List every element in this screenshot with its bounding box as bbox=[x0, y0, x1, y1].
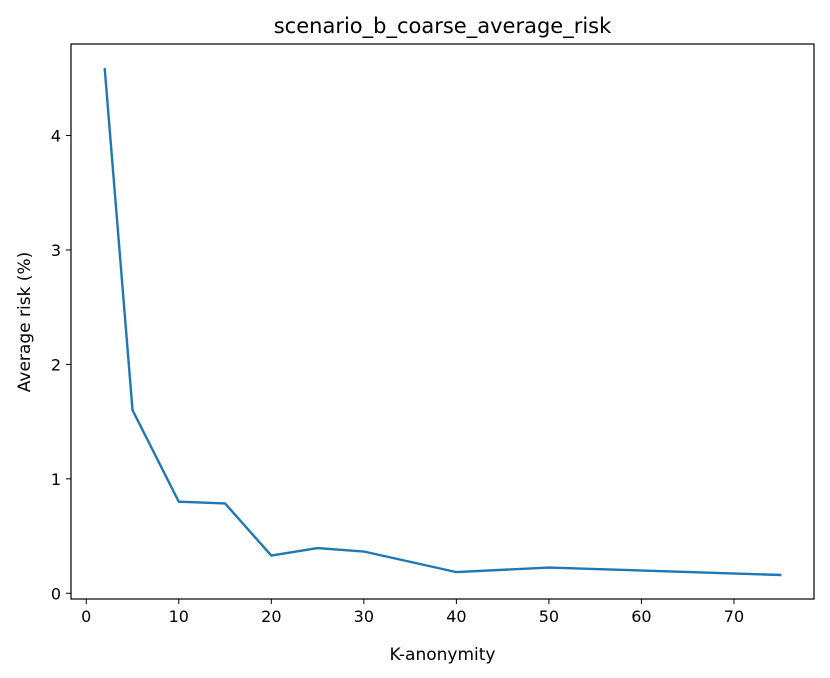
y-tick-label: 1 bbox=[51, 470, 61, 489]
x-axis: 0 10 20 30 40 50 60 70 bbox=[81, 599, 744, 626]
x-axis-label: K-anonymity bbox=[390, 645, 496, 665]
x-tick-label: 40 bbox=[446, 607, 466, 626]
chart-title: scenario_b_coarse_average_risk bbox=[274, 14, 612, 39]
x-tick-label: 10 bbox=[169, 607, 189, 626]
y-axis-label: Average risk (%) bbox=[15, 252, 35, 392]
y-tick-label: 2 bbox=[51, 355, 61, 374]
y-tick-label: 4 bbox=[51, 127, 61, 146]
x-tick-label: 60 bbox=[631, 607, 651, 626]
x-tick-label: 70 bbox=[724, 607, 744, 626]
x-tick-label: 50 bbox=[539, 607, 559, 626]
plot-frame bbox=[70, 43, 815, 600]
y-tick-label: 3 bbox=[51, 241, 61, 260]
x-tick-label: 20 bbox=[261, 607, 281, 626]
y-axis: 0 1 2 3 4 bbox=[51, 127, 71, 603]
series-line bbox=[103, 67, 782, 577]
x-tick-label: 0 bbox=[81, 607, 91, 626]
x-tick-label: 30 bbox=[354, 607, 374, 626]
y-tick-label: 0 bbox=[51, 584, 61, 603]
plot-area bbox=[70, 43, 815, 600]
